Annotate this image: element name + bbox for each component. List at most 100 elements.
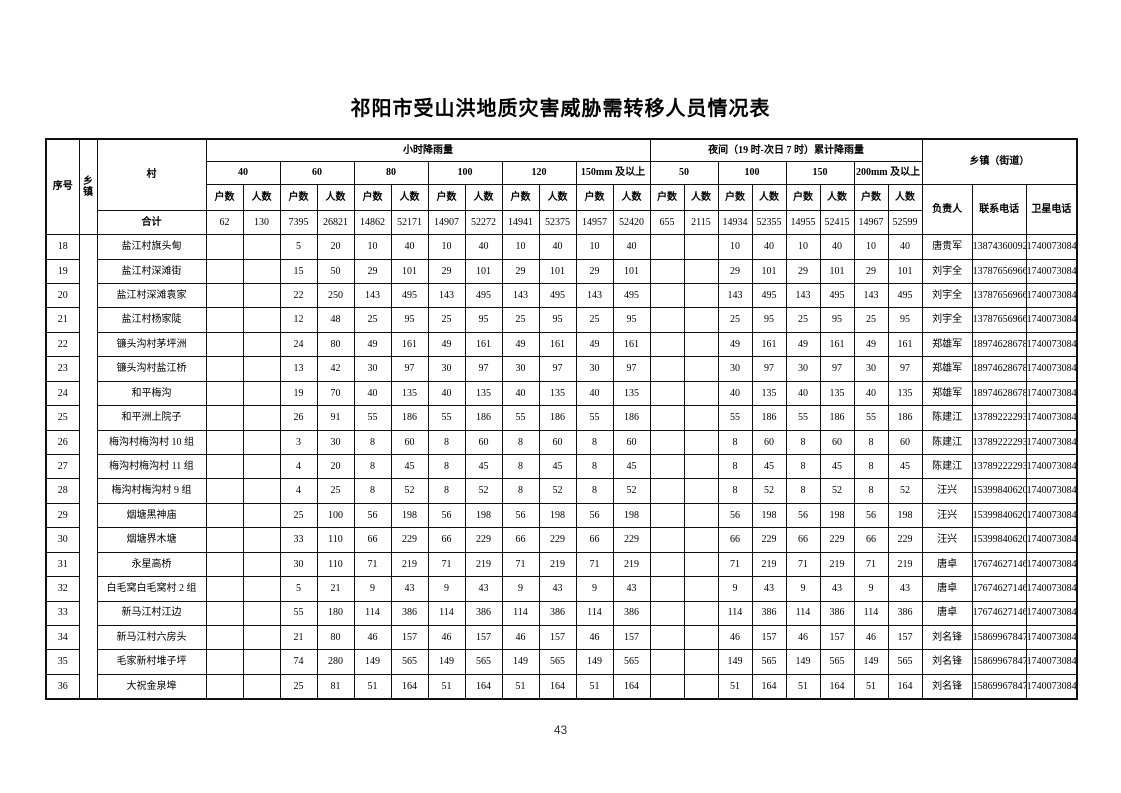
row-contact-phone: 15869967847: [971, 673, 1027, 700]
row-satellite-phone: 17400730843: [1025, 429, 1078, 455]
row-village: 和平洲上院子: [96, 405, 207, 431]
row-value: [205, 502, 244, 529]
row-seq: 18: [45, 234, 80, 260]
row-value: 4: [279, 478, 318, 504]
row-value: 45: [751, 453, 787, 480]
row-person: 刘宇全: [921, 283, 973, 309]
row-value: [649, 405, 685, 431]
row-value: 51: [427, 673, 466, 700]
row-value: 386: [819, 600, 855, 626]
total-value: 52375: [538, 209, 577, 236]
row-person: 郑雄军: [921, 331, 973, 358]
row-value: [683, 673, 719, 700]
row-value: 46: [427, 624, 466, 651]
row-value: 114: [353, 600, 392, 626]
row-value: 149: [353, 649, 392, 675]
row-village: 梅沟村梅沟村 10 组: [96, 429, 207, 455]
row-value: [683, 576, 719, 602]
row-value: 20: [316, 453, 355, 480]
row-value: 219: [612, 551, 651, 578]
row-value: 21: [279, 624, 318, 651]
row-contact-phone: 13787656966: [971, 307, 1027, 333]
header-contact-phone: 联系电话: [971, 184, 1027, 236]
row-value: 40: [538, 234, 577, 260]
row-value: 49: [785, 331, 821, 358]
row-value: 60: [751, 429, 787, 455]
total-value: 14907: [427, 209, 466, 236]
row-value: 157: [819, 624, 855, 651]
table-row: 22 镰头沟村茅坪洲 24 80 49 161 49 161 49 161 49 161 49 161 49…: [45, 331, 1078, 358]
row-satellite-phone: 17400730843: [1025, 673, 1078, 700]
row-person: 刘名锋: [921, 673, 973, 700]
row-person: 陈建江: [921, 405, 973, 431]
page-title: 祁阳市受山洪地质灾害威胁需转移人员情况表: [350, 98, 771, 120]
row-value: [242, 673, 281, 700]
row-value: 45: [538, 453, 577, 480]
row-value: [649, 600, 685, 626]
row-value: 8: [575, 478, 614, 504]
row-value: 8: [353, 478, 392, 504]
row-value: 25: [316, 478, 355, 504]
total-value: 14967: [853, 209, 889, 236]
table-row: 23 镰头沟村盐江桥 13 42 30 97 30 97 30 97 30 97 30 97 30 97 30 9…: [45, 356, 1078, 382]
row-value: 565: [612, 649, 651, 675]
row-value: 66: [501, 527, 540, 553]
table-row: 19 盐江村深滩街 15 50 29 101 29 101 29 101 29 101 29 101 29 1…: [45, 258, 1078, 285]
row-satellite-phone: 17400730843: [1025, 576, 1078, 602]
row-value: 43: [612, 576, 651, 602]
row-value: [242, 405, 281, 431]
row-value: 10: [717, 234, 753, 260]
row-seq: 29: [45, 502, 80, 529]
row-value: 10: [501, 234, 540, 260]
row-value: 33: [279, 527, 318, 553]
row-satellite-phone: 17400730843: [1025, 356, 1078, 382]
row-value: 24: [279, 331, 318, 358]
row-value: 114: [853, 600, 889, 626]
row-value: 97: [751, 356, 787, 382]
row-value: 135: [612, 380, 651, 407]
row-value: [649, 258, 685, 285]
row-value: 386: [464, 600, 503, 626]
row-value: 229: [464, 527, 503, 553]
row-value: 8: [785, 478, 821, 504]
row-value: [205, 551, 244, 578]
row-value: [683, 234, 719, 260]
row-value: 8: [575, 453, 614, 480]
row-value: 495: [819, 283, 855, 309]
row-value: [649, 502, 685, 529]
total-value: 52420: [612, 209, 651, 236]
row-value: 198: [751, 502, 787, 529]
row-village: 盐江村旗头甸: [96, 234, 207, 260]
row-person: 陈建江: [921, 453, 973, 480]
row-value: 8: [717, 478, 753, 504]
row-value: 198: [390, 502, 429, 529]
row-value: 229: [887, 527, 923, 553]
row-value: 143: [785, 283, 821, 309]
row-satellite-phone: 17400730843: [1025, 527, 1078, 553]
row-value: 95: [390, 307, 429, 333]
row-value: 10: [853, 234, 889, 260]
row-value: 280: [316, 649, 355, 675]
table-row: 24 和平梅沟 19 70 40 135 40 135 40 135 40 135 40 135 40 135…: [45, 380, 1078, 407]
row-value: 52: [390, 478, 429, 504]
row-value: [683, 478, 719, 504]
row-value: 161: [819, 331, 855, 358]
row-person: 汪兴: [921, 478, 973, 504]
header-seq: 序号: [45, 138, 80, 236]
header-households: 户数: [353, 184, 392, 211]
row-value: 101: [538, 258, 577, 285]
row-contact-phone: 15399840620: [971, 478, 1027, 504]
row-value: [683, 283, 719, 309]
row-value: [649, 576, 685, 602]
header-people: 人数: [390, 184, 429, 211]
row-value: 45: [612, 453, 651, 480]
row-value: 95: [612, 307, 651, 333]
row-value: 101: [887, 258, 923, 285]
row-value: 8: [427, 429, 466, 455]
row-village: 毛家新村堆子坪: [96, 649, 207, 675]
row-value: 101: [612, 258, 651, 285]
row-value: 149: [853, 649, 889, 675]
row-value: 114: [427, 600, 466, 626]
row-value: 180: [316, 600, 355, 626]
row-village: 烟塘界木塘: [96, 527, 207, 553]
